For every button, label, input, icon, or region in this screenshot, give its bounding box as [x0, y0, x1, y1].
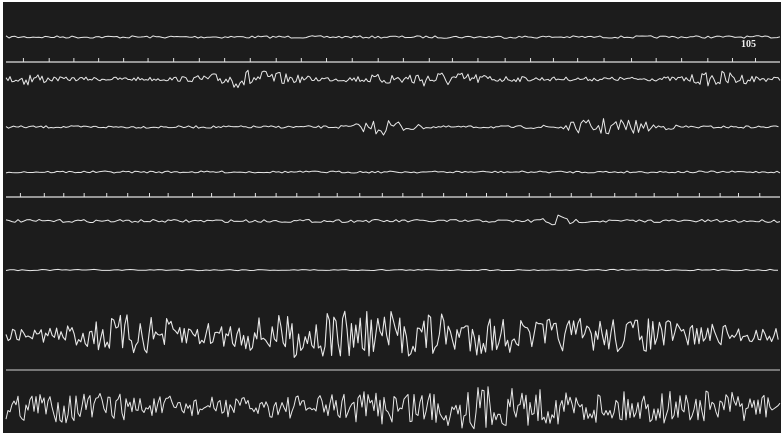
page-number: 105: [741, 39, 756, 50]
trace: [5, 214, 781, 226]
trace: [5, 35, 781, 39]
film-background: [3, 2, 781, 433]
trace: [5, 310, 779, 358]
trace: [5, 118, 779, 136]
trace: [5, 69, 781, 89]
trace: [5, 268, 778, 272]
trace: [5, 170, 781, 174]
trace: [5, 386, 781, 430]
